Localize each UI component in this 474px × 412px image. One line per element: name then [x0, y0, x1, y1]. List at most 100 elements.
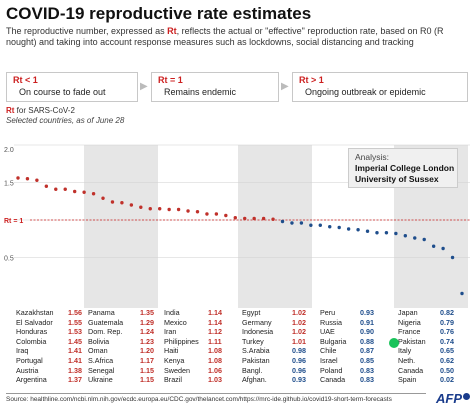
data-point	[120, 201, 124, 205]
country-group: Panama 1.35 Guatemala 1.29 Dom. Rep. 1.24 Boli…	[88, 308, 158, 385]
rt-value: 1.12	[208, 327, 222, 337]
country-name: Oman	[88, 346, 108, 356]
data-point	[337, 225, 341, 230]
rt-value: 0.76	[440, 327, 454, 337]
table-row: Philippines 1.11	[164, 337, 234, 347]
table-row: Spain 0.02	[398, 375, 468, 385]
table-row: Bulgaria 0.88	[320, 337, 390, 347]
data-point	[290, 221, 294, 225]
legend-label: Rt > 1	[299, 75, 324, 85]
country-name: Canada	[320, 375, 346, 385]
rt-value: 1.29	[140, 317, 154, 327]
table-row: Canada 0.83	[320, 375, 390, 385]
data-point	[91, 192, 96, 196]
data-point	[403, 234, 408, 238]
y-tick-label: Rt = 1	[4, 218, 23, 225]
group-band	[84, 145, 158, 308]
data-point	[261, 216, 266, 221]
chevron-right-icon: ▶	[140, 81, 148, 92]
country-name: Poland	[320, 365, 343, 375]
country-name: S.Africa	[88, 355, 114, 365]
country-name: France	[398, 327, 421, 337]
country-name: Israel	[320, 355, 338, 365]
rt-value: 0.62	[440, 355, 454, 365]
country-name: Turkey	[242, 336, 264, 346]
table-row: Japan 0.82	[398, 308, 468, 318]
rt-value: 1.08	[208, 346, 222, 356]
rt-value: 1.08	[208, 355, 222, 365]
country-name: Iran	[164, 327, 177, 337]
data-point	[214, 212, 219, 216]
country-name: Russia	[320, 317, 342, 327]
rt-value: 1.17	[140, 355, 154, 365]
chart-subcaption: Selected countries, as of June 28	[6, 116, 125, 125]
country-name: India	[164, 308, 180, 317]
rt-value: 1.20	[140, 346, 154, 356]
data-point	[309, 223, 313, 227]
table-row: Kenya 1.08	[164, 356, 234, 366]
table-row: Ukraine 1.15	[88, 375, 158, 385]
data-point	[35, 178, 39, 182]
data-point	[224, 213, 228, 218]
subtitle: The reproductive number, expressed as Rt…	[6, 26, 466, 48]
data-point	[139, 205, 143, 209]
table-row: Mexico 1.14	[164, 318, 234, 328]
table-row: Egypt 1.02	[242, 308, 312, 318]
country-name: Ukraine	[88, 375, 113, 385]
table-row: Bangl. 0.96	[242, 366, 312, 376]
rt-value: 1.14	[208, 308, 222, 317]
y-tick-label: 2.0	[4, 147, 14, 154]
legend: Rt < 1 On course to fade out ▶ Rt = 1 Re…	[6, 72, 468, 102]
highlight-marker	[389, 338, 399, 348]
data-point	[328, 225, 332, 229]
country-name: UAE	[320, 327, 335, 337]
data-point	[450, 255, 455, 260]
rt-value: 1.41	[68, 346, 82, 356]
data-point	[243, 216, 247, 221]
data-point	[356, 228, 360, 232]
country-name: Sweden	[164, 365, 190, 375]
rt-value: 0.83	[360, 365, 374, 375]
rt-value: 1.11	[208, 336, 222, 346]
rt-value: 0.88	[360, 336, 374, 346]
legend-item-below: Rt < 1 On course to fade out	[6, 72, 138, 102]
table-row: Bolivia 1.23	[88, 337, 158, 347]
rt-value: 1.56	[68, 308, 82, 317]
table-row: Germany 1.02	[242, 318, 312, 328]
country-name: Bolivia	[88, 336, 110, 346]
country-name: Germany	[242, 317, 272, 327]
rt-value: 1.14	[208, 317, 222, 327]
data-point	[186, 209, 190, 213]
table-row: Italy 0.65	[398, 346, 468, 356]
rt-value: 0.90	[360, 327, 374, 337]
table-row: Indonesia 1.02	[242, 327, 312, 337]
country-name: S.Arabia	[242, 346, 270, 356]
table-row: Kazakhstan 1.56	[16, 308, 86, 318]
table-row: India 1.14	[164, 308, 234, 318]
table-row: France 0.76	[398, 327, 468, 337]
rt-value: 1.06	[208, 365, 222, 375]
country-name: Colombia	[16, 336, 47, 346]
afp-logo-dot	[463, 393, 470, 400]
data-point	[280, 219, 285, 224]
country-name: Pakistan	[398, 336, 426, 346]
country-name: Iraq	[16, 346, 29, 356]
country-name: Argentina	[16, 375, 47, 385]
table-row: Pakistan 0.96	[242, 356, 312, 366]
chevron-right-icon: ▶	[281, 81, 289, 92]
table-row: Oman 1.20	[88, 346, 158, 356]
analysis-heading: Analysis:	[355, 152, 390, 162]
rt-value: 1.02	[292, 317, 306, 327]
y-tick-label: 0.5	[4, 256, 14, 263]
table-row: S.Arabia 0.98	[242, 346, 312, 356]
rt-value: 1.53	[68, 327, 82, 337]
subtitle-rt: Rt	[167, 26, 177, 36]
rt-value: 1.15	[140, 365, 154, 375]
table-row: Haiti 1.08	[164, 346, 234, 356]
data-point	[441, 246, 445, 251]
country-name: Guatemala	[88, 317, 124, 327]
legend-desc: Ongoing outbreak or epidemic	[305, 87, 426, 97]
country-group: Egypt 1.02 Germany 1.02 Indonesia 1.02 Turkey 1…	[242, 308, 312, 385]
data-point	[394, 231, 398, 236]
chart-caption-rest: for SARS-CoV-2	[14, 106, 75, 115]
